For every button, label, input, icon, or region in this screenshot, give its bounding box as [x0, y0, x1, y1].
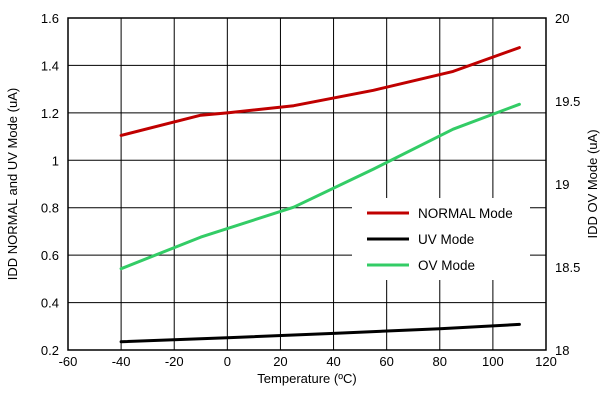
legend-label-uv-mode: UV Mode: [418, 232, 474, 247]
y-right-tick-labels: 18 18.5 19 19.5 20: [555, 11, 580, 358]
y-right-tick-label: 18: [555, 343, 569, 358]
x-tick-label: 80: [433, 354, 447, 369]
y-left-axis-title: IDD NORMAL and UV Mode (uA): [5, 88, 20, 280]
series-line-normal-mode: [119, 46, 521, 137]
y-right-axis-title: IDD OV Mode (uA): [585, 129, 600, 238]
x-tick-label: -60: [59, 354, 78, 369]
plot-frame: [67, 17, 547, 351]
x-tick-label: 100: [482, 354, 504, 369]
series-line-uv-mode: [119, 322, 521, 344]
y-left-tick-labels: 0.2 0.4 0.6 0.8 1 1.2 1.4 1.6: [41, 11, 59, 358]
x-tick-label: 0: [224, 354, 231, 369]
y-left-tick-label: 0.6: [41, 248, 59, 263]
y-left-tick-label: 1: [52, 153, 59, 168]
series-line-ov-mode: [119, 102, 521, 271]
x-tick-labels: -60 -40 -20 0 20 40 60 80 100 120: [59, 354, 557, 369]
x-axis-title: Temperature (ºC): [257, 371, 356, 386]
series-lines: [119, 46, 521, 344]
legend-label-ov-mode: OV Mode: [418, 258, 475, 273]
y-left-tick-label: 0.8: [41, 201, 59, 216]
y-left-tick-label: 1.4: [41, 58, 59, 73]
x-tick-label: -20: [165, 354, 184, 369]
y-left-tick-label: 0.4: [41, 296, 59, 311]
y-right-tick-label: 20: [555, 11, 569, 26]
legend: NORMAL Mode UV Mode OV Mode: [352, 198, 530, 280]
x-tick-label: 40: [326, 354, 340, 369]
y-left-tick-label: 1.2: [41, 106, 59, 121]
y-left-tick-label: 0.2: [41, 343, 59, 358]
x-tick-label: -40: [112, 354, 131, 369]
y-right-tick-label: 19.5: [555, 94, 580, 109]
x-tick-label: 20: [273, 354, 287, 369]
x-tick-label: 60: [379, 354, 393, 369]
y-right-tick-label: 18.5: [555, 260, 580, 275]
y-right-tick-label: 19: [555, 177, 569, 192]
x-tick-label: 120: [535, 354, 557, 369]
y-left-tick-label: 1.6: [41, 11, 59, 26]
legend-label-normal-mode: NORMAL Mode: [418, 206, 513, 221]
